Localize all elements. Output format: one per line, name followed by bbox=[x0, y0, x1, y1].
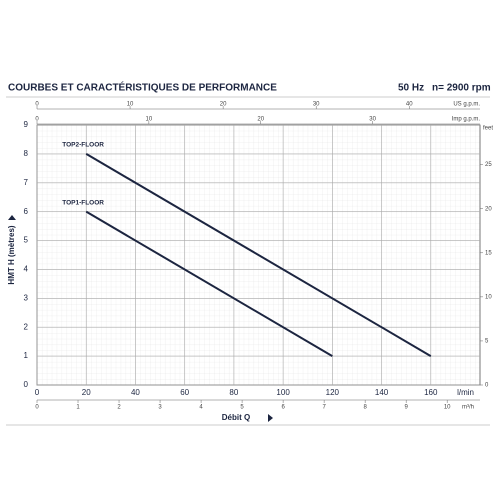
secondary-tick-label: 20 bbox=[485, 206, 492, 212]
y-axis-label: HMT H (mètres) bbox=[7, 225, 16, 284]
y-tick-label: 2 bbox=[24, 322, 29, 331]
secondary-tick-label: 0 bbox=[35, 102, 39, 108]
secondary-unit: US g.p.m. bbox=[453, 102, 480, 108]
secondary-unit: Imp g.p.m. bbox=[452, 117, 481, 123]
speed: n= 2900 rpm bbox=[432, 83, 491, 94]
series-line bbox=[85, 153, 432, 357]
x-tick-label: 0 bbox=[35, 388, 40, 397]
x-tick-label: 80 bbox=[229, 388, 238, 397]
secondary-unit: m³/h bbox=[462, 405, 474, 411]
y-tick-label: 1 bbox=[24, 351, 29, 360]
secondary-tick-label: 30 bbox=[313, 102, 320, 108]
secondary-tick-label: 9 bbox=[404, 405, 408, 411]
secondary-tick-label: 5 bbox=[485, 339, 489, 345]
x-tick-label: 160 bbox=[424, 388, 438, 397]
secondary-tick-label: 10 bbox=[146, 117, 153, 123]
chart-title: COURBES ET CARACTÉRISTIQUES DE PERFORMAN… bbox=[8, 81, 277, 94]
arrow bbox=[268, 414, 273, 422]
x-tick-label: 100 bbox=[276, 388, 290, 397]
frequency: 50 Hz bbox=[398, 83, 424, 94]
secondary-tick-label: 10 bbox=[444, 405, 451, 411]
x-tick-label: 60 bbox=[180, 388, 189, 397]
y-tick-label: 8 bbox=[24, 149, 29, 158]
secondary-tick-label: 3 bbox=[158, 405, 162, 411]
secondary-tick-label: 30 bbox=[369, 117, 376, 123]
secondary-tick-label: 40 bbox=[406, 102, 413, 108]
secondary-tick-label: 8 bbox=[363, 405, 367, 411]
secondary-unit: feet bbox=[483, 126, 493, 132]
arrow bbox=[8, 215, 16, 220]
secondary-tick-label: 25 bbox=[485, 162, 492, 168]
series-line bbox=[85, 210, 333, 357]
secondary-tick-label: 15 bbox=[485, 250, 492, 256]
secondary-tick-label: 20 bbox=[220, 102, 227, 108]
x-unit: l/min bbox=[457, 388, 474, 397]
secondary-tick-label: 10 bbox=[127, 102, 134, 108]
secondary-tick-label: 7 bbox=[322, 405, 326, 411]
series-label: TOP1-FLOOR bbox=[62, 199, 104, 206]
secondary-tick-label: 0 bbox=[35, 405, 39, 411]
y-tick-label: 4 bbox=[24, 265, 29, 274]
secondary-tick-label: 5 bbox=[240, 405, 244, 411]
y-tick-label: 5 bbox=[24, 236, 29, 245]
y-tick-label: 0 bbox=[24, 380, 29, 389]
y-tick-label: 9 bbox=[24, 120, 29, 129]
secondary-tick-label: 0 bbox=[35, 117, 39, 123]
y-tick-label: 6 bbox=[24, 207, 29, 216]
y-tick-label: 7 bbox=[24, 178, 29, 187]
secondary-tick-label: 6 bbox=[281, 405, 285, 411]
x-tick-label: 140 bbox=[375, 388, 389, 397]
x-tick-label: 40 bbox=[131, 388, 140, 397]
secondary-tick-label: 10 bbox=[485, 294, 492, 300]
secondary-tick-label: 1 bbox=[76, 405, 80, 411]
secondary-tick-label: 20 bbox=[257, 117, 264, 123]
x-tick-label: 20 bbox=[82, 388, 91, 397]
series-label: TOP2-FLOOR bbox=[62, 142, 104, 149]
x-axis-label: Débit Q bbox=[222, 413, 250, 422]
y-tick-label: 3 bbox=[24, 293, 29, 302]
secondary-tick-label: 4 bbox=[199, 405, 203, 411]
x-tick-label: 120 bbox=[326, 388, 340, 397]
secondary-tick-label: 0 bbox=[485, 383, 489, 389]
secondary-tick-label: 2 bbox=[117, 405, 121, 411]
